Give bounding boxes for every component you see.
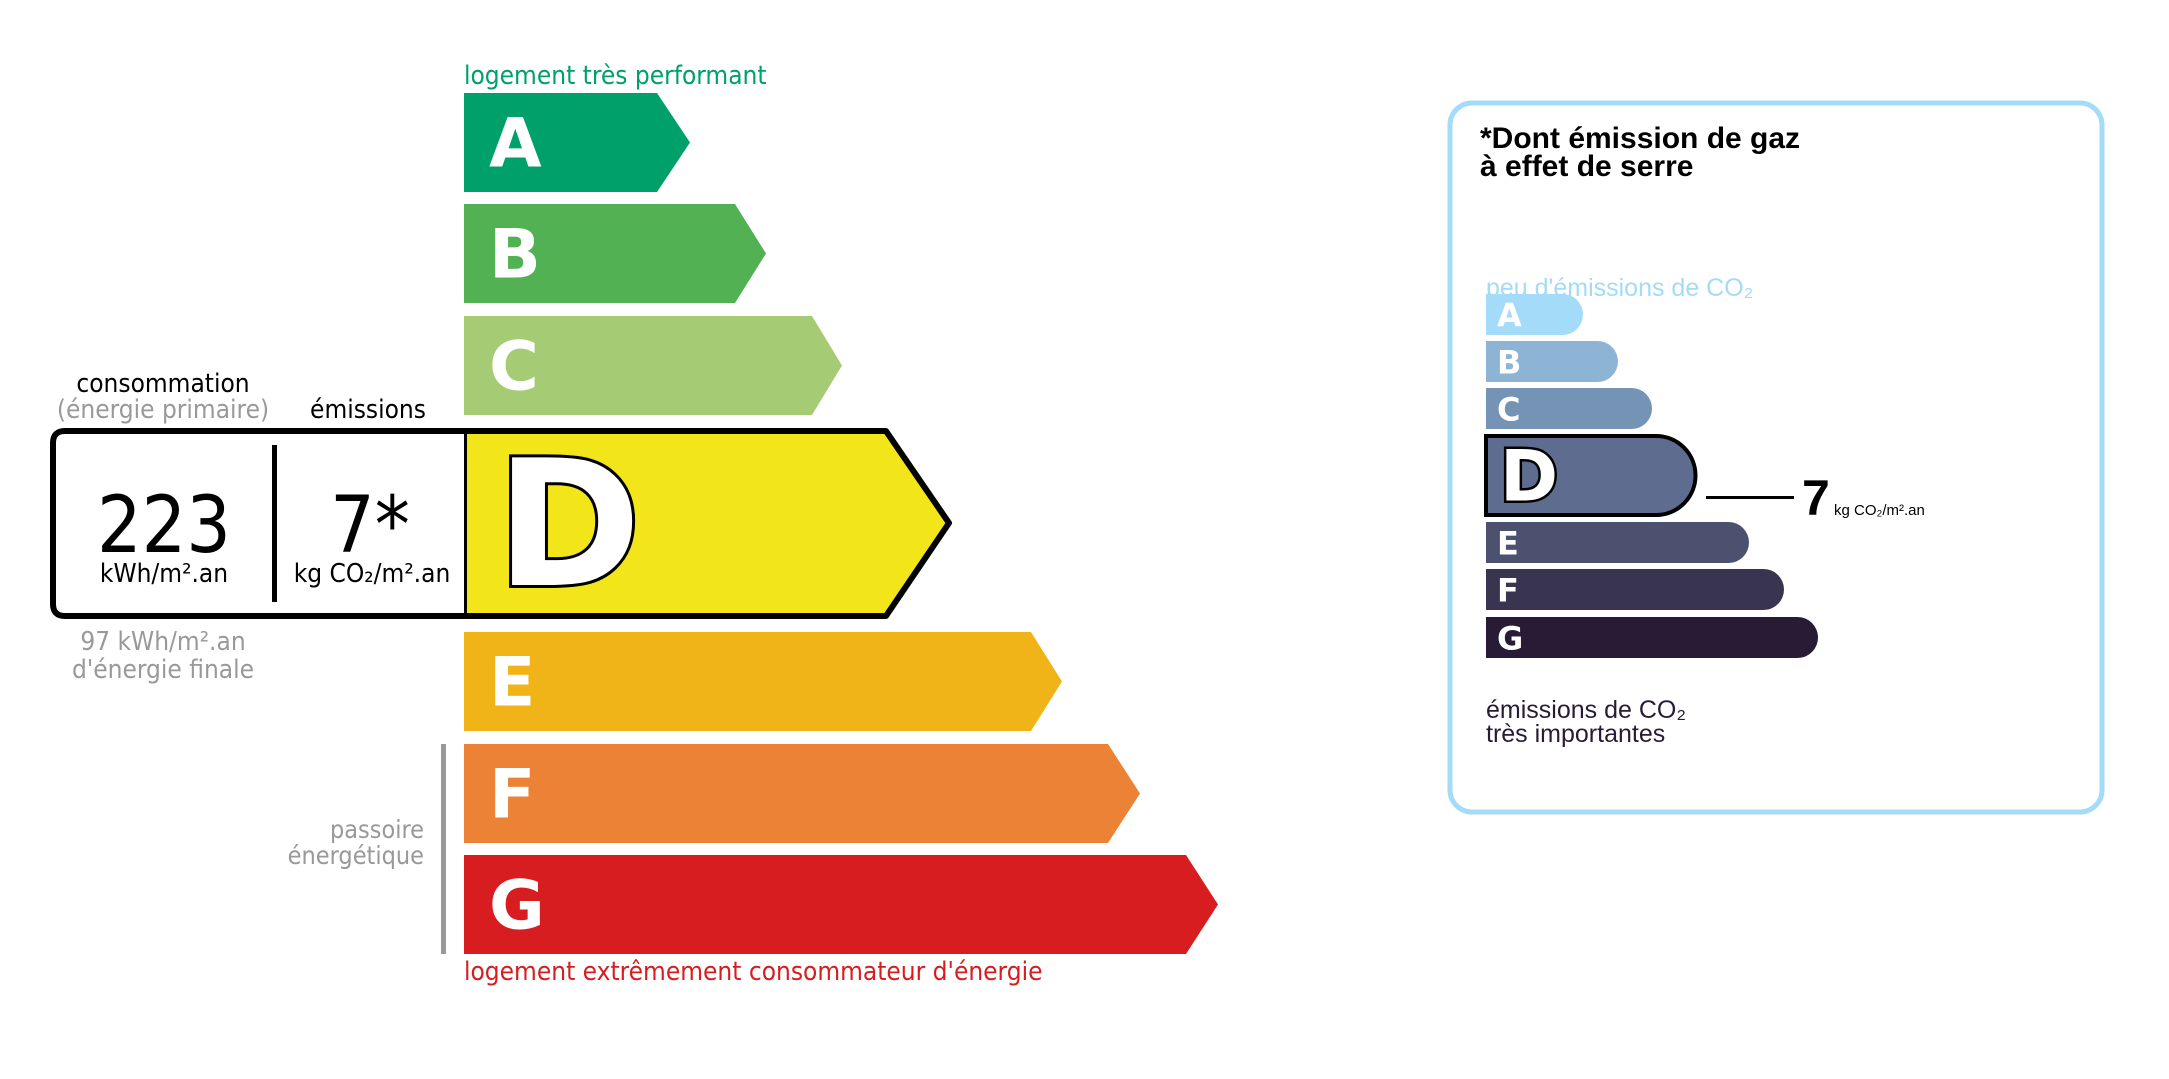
values-box [50,428,464,619]
energy-class-e-bar [464,632,1062,731]
ghg-class-f-bar [1486,569,1784,610]
ghg-class-a-bar [1486,294,1583,335]
consumption-value: 223 [97,481,231,571]
ghg-class-letter: G [1497,620,1523,658]
final-energy-label: d'énergie finale [72,655,254,685]
consumption-label: consommation [76,369,249,399]
emissions-label: émissions [310,395,426,425]
energy-class-letter: B [489,216,541,295]
energy-scale: ABC EFG [464,93,1218,954]
emissions-value: 7* [330,481,410,571]
energy-class-f-bar [464,744,1140,843]
energy-class-b-bar [464,204,766,303]
ghg-class-letter: B [1497,344,1521,382]
ghg-unit: kg CO₂/m².an [1834,502,1925,519]
energy-class-letter: F [489,756,535,835]
energy-class-letter: A [489,105,542,184]
energy-current-class-letter: D [496,424,641,627]
ghg-class-b-bar [1486,341,1618,382]
passoire-bar [441,744,446,954]
ghg-class-letter: C [1497,391,1520,429]
ghg-class-c-bar [1486,388,1652,429]
ghg-value: 7 [1802,470,1830,526]
energy-class-c-bar [464,316,842,415]
ghg-class-letter: F [1497,572,1519,610]
ghg-title-line2: à effet de serre [1480,150,1693,183]
final-energy-value: 97 kWh/m².an [80,627,245,657]
passoire-label-line1: passoire [330,815,424,844]
energy-class-letter: C [489,328,539,407]
energy-bottom-label: logement extrêmement consommateur d'éner… [464,957,1042,987]
values-divider [272,445,277,602]
consumption-unit: kWh/m².an [100,559,228,589]
ghg-class-g-bar [1486,617,1818,658]
energy-top-label: logement très performant [464,61,767,91]
emissions-unit: kg CO₂/m².an [294,559,451,589]
ghg-current-class-letter: D [1500,436,1558,518]
ghg-class-letter: A [1497,297,1522,335]
passoire-label-line2: énergétique [288,841,424,870]
ghg-title-line1: *Dont émission de gaz [1480,122,1800,155]
ghg-class-e-bar [1486,522,1749,563]
ghg-bottom-label-line2: très importantes [1486,720,1665,748]
energy-class-a-bar [464,93,690,192]
ghg-bottom-label-line1: émissions de CO₂ [1486,696,1686,724]
energy-class-letter: E [489,644,535,723]
ghg-class-letter: E [1497,525,1519,563]
ghg-value-connector [1706,496,1794,499]
consumption-sublabel: (énergie primaire) [57,395,269,425]
ghg-class-d-bar [1484,434,1698,517]
energy-class-g-bar [464,855,1218,954]
energy-class-letter: G [489,867,545,946]
